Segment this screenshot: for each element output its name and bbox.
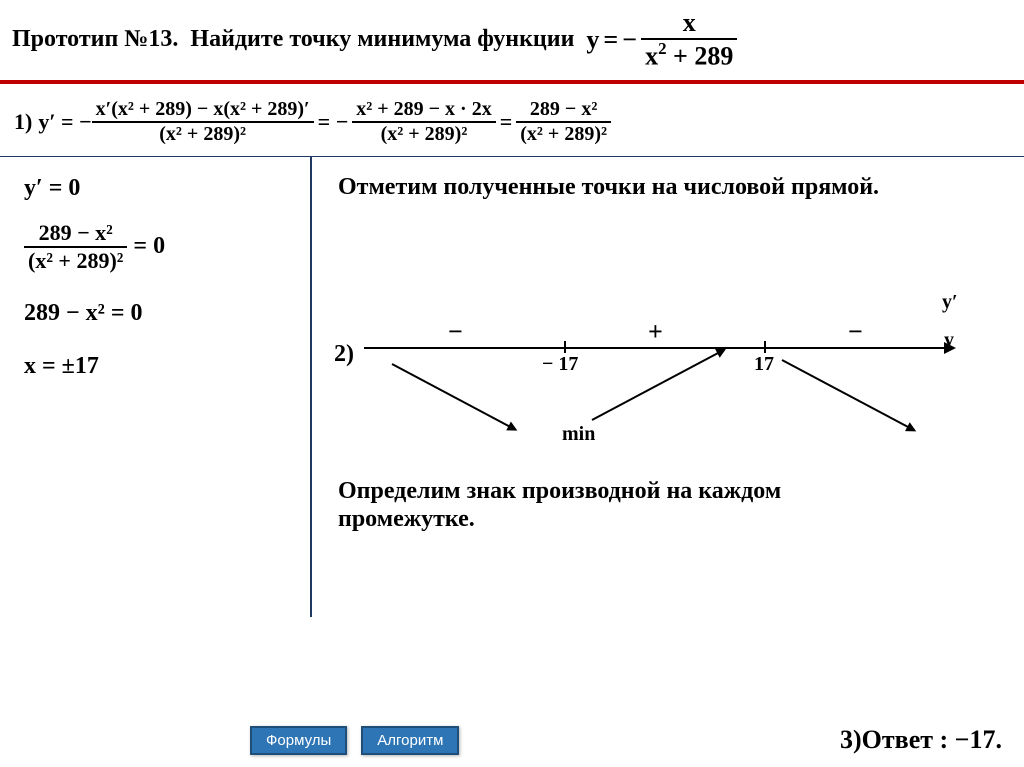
arrow-down-2 — [782, 359, 915, 431]
frac-num: x — [641, 8, 737, 40]
sign-right: − — [848, 317, 863, 347]
sign-mid: + — [648, 317, 663, 347]
frac2-den: (x² + 289)² — [352, 123, 495, 146]
yprime-label: y′ — [942, 291, 958, 314]
algorithm-button[interactable]: Алгоритм — [361, 726, 459, 755]
eq1: = − — [318, 109, 349, 135]
frac3: 289 − x² (x² + 289)² — [516, 98, 611, 146]
neg-sign: − — [622, 25, 637, 55]
solution-x: x = ±17 — [24, 353, 298, 380]
step-1-derivative: 1) y′ = − x′(x² + 289) − x(x² + 289)′ (x… — [0, 84, 1024, 157]
min-label: min — [562, 423, 595, 446]
left-column: y′ = 0 289 − x² (x² + 289)² = 0 289 − x²… — [0, 157, 310, 617]
frac-den: x2 + 289 — [641, 40, 737, 72]
right-column: Отметим полученные точки на числовой пря… — [312, 157, 1024, 617]
frac1-den: (x² + 289)² — [92, 123, 314, 146]
header-fraction: x x2 + 289 — [641, 8, 737, 72]
step1-label: 1) — [14, 109, 32, 135]
frac1-num: x′(x² + 289) − x(x² + 289)′ — [92, 98, 314, 123]
direction-arrows: min — [352, 357, 942, 437]
header-formula: y = − x x2 + 289 — [586, 8, 737, 72]
frac3-den: (x² + 289)² — [516, 123, 611, 146]
eq-sign: = — [603, 25, 618, 55]
task-text: Найдите точку минимума функции — [190, 26, 574, 53]
eq2: = — [500, 109, 513, 135]
left-frac-den: (x² + 289)² — [24, 248, 127, 274]
frac1: x′(x² + 289) − x(x² + 289)′ (x² + 289)² — [92, 98, 314, 146]
answer-line: 3)Ответ : −17. — [840, 725, 1002, 755]
prototype-label: Прототип №13. — [12, 26, 178, 53]
button-row: Формулы Алгоритм — [250, 726, 459, 755]
note-sign-intervals: Определим знак производной на каждом про… — [338, 477, 898, 535]
step1-lhs: y′ = − — [38, 109, 91, 135]
arrow-down-1 — [392, 363, 517, 430]
sign-left: − — [448, 317, 463, 347]
var-y: y — [586, 25, 599, 55]
arrow-up — [592, 348, 725, 420]
yprime-zero: y′ = 0 — [24, 175, 298, 202]
sign-row: − + − — [338, 317, 958, 347]
left-frac-num: 289 − x² — [24, 220, 127, 248]
frac-eq-zero: 289 − x² (x² + 289)² = 0 — [24, 220, 298, 274]
left-frac-eq: = 0 — [133, 233, 165, 260]
note-mark-points: Отметим полученные точки на числовой пря… — [338, 173, 1006, 202]
frac2-num: x² + 289 − x · 2x — [352, 98, 495, 123]
frac2: x² + 289 − x · 2x (x² + 289)² — [352, 98, 495, 146]
numerator-zero: 289 − x² = 0 — [24, 300, 298, 327]
lower-section: y′ = 0 289 − x² (x² + 289)² = 0 289 − x²… — [0, 157, 1024, 617]
problem-header: Прототип №13. Найдите точку минимума фун… — [0, 0, 1024, 84]
formulas-button[interactable]: Формулы — [250, 726, 347, 755]
frac3-num: 289 − x² — [516, 98, 611, 123]
